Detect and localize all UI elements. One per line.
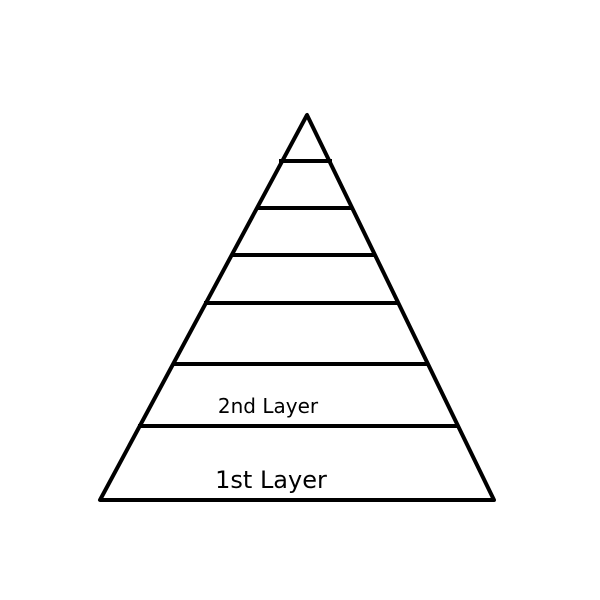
pyramid-outline	[98, 113, 496, 502]
layer-1-label: 1st Layer	[215, 466, 327, 494]
layer-2-label: 2nd Layer	[218, 394, 319, 418]
